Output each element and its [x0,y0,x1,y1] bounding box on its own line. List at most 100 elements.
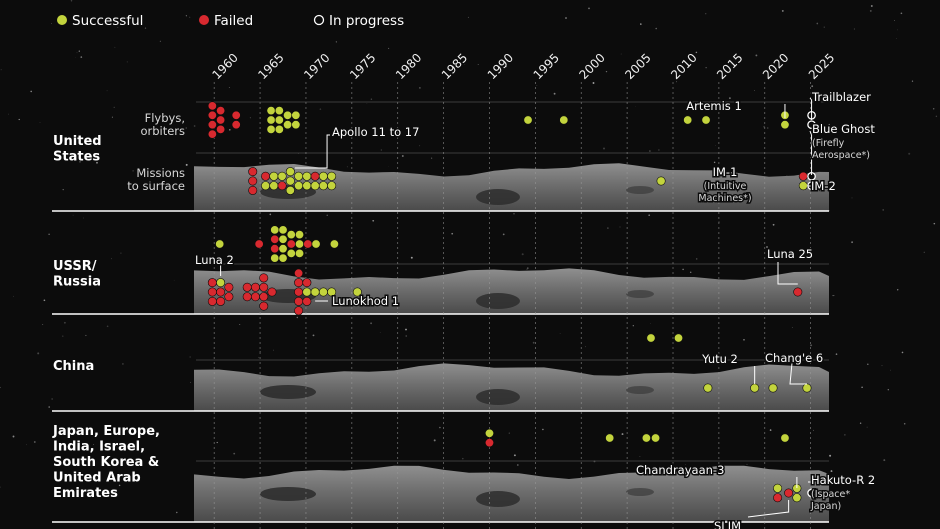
year-tick-label: 1970 [301,51,332,82]
star [883,459,886,462]
mission-failed [248,176,258,186]
annotation-luna-25: Luna 25 [767,247,813,261]
star [632,325,634,327]
star [111,258,112,260]
star [96,161,98,164]
annotation-blue-ghost: Blue Ghost [812,122,875,136]
crater [476,389,520,405]
mission-successful [329,239,339,249]
mission-failed [784,488,794,498]
star [269,213,272,216]
star [419,145,421,147]
star [370,322,372,325]
mission-successful [327,181,337,191]
mission-failed [207,110,217,120]
mission-successful [269,171,279,181]
star [228,86,230,89]
star [861,386,863,389]
mission-failed [302,278,312,288]
star [516,464,519,466]
mission-failed [216,287,226,297]
mission-failed [216,106,226,116]
annotation-change-6: Chang'e 6 [765,351,823,365]
annotation-leader [809,130,813,175]
star [113,106,115,108]
mission-successful [302,287,312,297]
star [505,65,508,68]
crater [476,293,520,309]
star [896,289,899,291]
star [820,142,823,144]
mission-failed [267,287,277,297]
annotation-yutu-2: Yutu 2 [701,352,738,366]
star [620,53,622,55]
star [48,406,50,408]
star [887,389,889,391]
mission-failed [242,282,252,292]
mission-failed [216,115,226,125]
annotation-im-1-sub: (Intuitive Machines*) [698,181,751,204]
mission-failed [207,120,217,130]
star [346,166,348,168]
star [12,435,15,438]
terrain-surface [194,163,829,211]
star [132,170,134,172]
mission-failed [270,234,280,244]
star [933,222,936,225]
star [605,70,608,73]
star [513,454,516,457]
mission-failed [248,185,258,195]
star [0,386,1,389]
star [410,256,413,259]
star [370,98,373,100]
mission-failed [207,278,217,288]
mission-failed [310,171,320,181]
annotation-trailblazer: Trailblazer [811,90,871,104]
star [33,441,36,443]
star [869,9,872,12]
mission-in-progress [807,120,816,130]
star [72,214,74,216]
star [159,40,161,42]
moon-terrain [194,268,829,314]
star [37,352,40,355]
star [379,331,381,333]
mission-successful [274,124,284,134]
star [78,50,80,52]
star [80,56,83,58]
mission-failed [207,129,217,139]
crater [260,487,316,501]
star [48,233,50,235]
mission-successful [559,115,569,125]
mission-successful [674,333,684,343]
legend-failed-label: Failed [214,13,253,29]
annotation-lunokhod-1: Lunokhod 1 [332,294,399,308]
mission-successful [352,287,362,297]
star [0,69,2,71]
mission-failed [207,101,217,111]
star [649,150,651,152]
star [844,434,846,436]
star [526,267,529,269]
mission-successful [311,239,321,249]
star [658,149,660,151]
star [853,28,855,30]
mission-failed [248,167,258,177]
mission-failed [254,239,264,249]
star [890,369,891,371]
star [859,422,862,425]
crater [626,186,654,194]
star [13,295,14,297]
mission-successful [318,287,328,297]
group-label: China [53,359,94,374]
star [326,214,328,216]
year-tick-label: 2025 [806,51,837,82]
mission-failed [259,292,269,302]
mission-in-progress [807,488,816,498]
mission-successful [283,120,293,130]
star [816,22,819,25]
legend-failed-marker [199,15,209,25]
star [833,295,835,297]
star [401,155,404,157]
star [258,356,260,359]
